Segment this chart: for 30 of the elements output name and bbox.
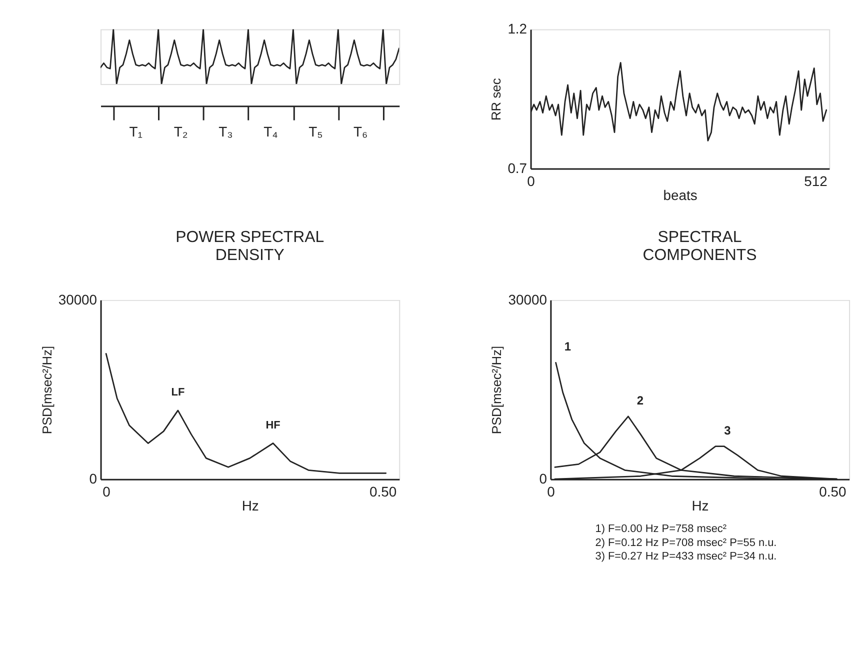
series-label: 1: [564, 340, 572, 354]
y-axis-title: PSD[msec²/Hz]: [489, 346, 504, 434]
x-axis-title: beats: [663, 186, 698, 203]
text: T₄: [264, 124, 278, 140]
text: T₆: [354, 124, 368, 140]
x-tick-label: 0.50: [369, 484, 397, 500]
y-axis-title: RR sec: [488, 78, 504, 121]
y-tick-label: 30000: [58, 291, 98, 308]
text: T₅: [308, 124, 323, 140]
text: 2) F=0.12 Hz P=708 msec² P=55 n.u.: [595, 536, 777, 549]
text: T₁: [129, 124, 143, 140]
x-tick-label: 512: [804, 172, 828, 189]
y-tick-label: 1.2: [508, 20, 528, 37]
y-tick-label: 0.7: [508, 160, 528, 176]
text: 1) F=0.00 Hz P=758 msec²: [595, 522, 727, 535]
annotation: HF: [266, 419, 281, 432]
series-label: 2: [636, 393, 644, 408]
y-axis-title: PSD[msec²/Hz]: [39, 346, 54, 434]
chart-title: POWER SPECTRAL DENSITY: [176, 229, 324, 264]
x-axis-title: Hz: [692, 497, 709, 514]
text: T₃: [218, 124, 233, 140]
x-tick-label: 0: [102, 484, 111, 500]
chart-title: SPECTRAL COMPONENTS: [642, 229, 757, 264]
text: 3) F=0.27 Hz P=433 msec² P=34 n.u.: [595, 550, 777, 563]
text: T₂: [174, 124, 188, 140]
series-label: 3: [724, 423, 732, 438]
x-axis-title: Hz: [242, 497, 259, 514]
x-tick-label: 0.50: [819, 484, 846, 500]
annotation: LF: [171, 386, 185, 398]
y-tick-label: 30000: [508, 291, 548, 308]
